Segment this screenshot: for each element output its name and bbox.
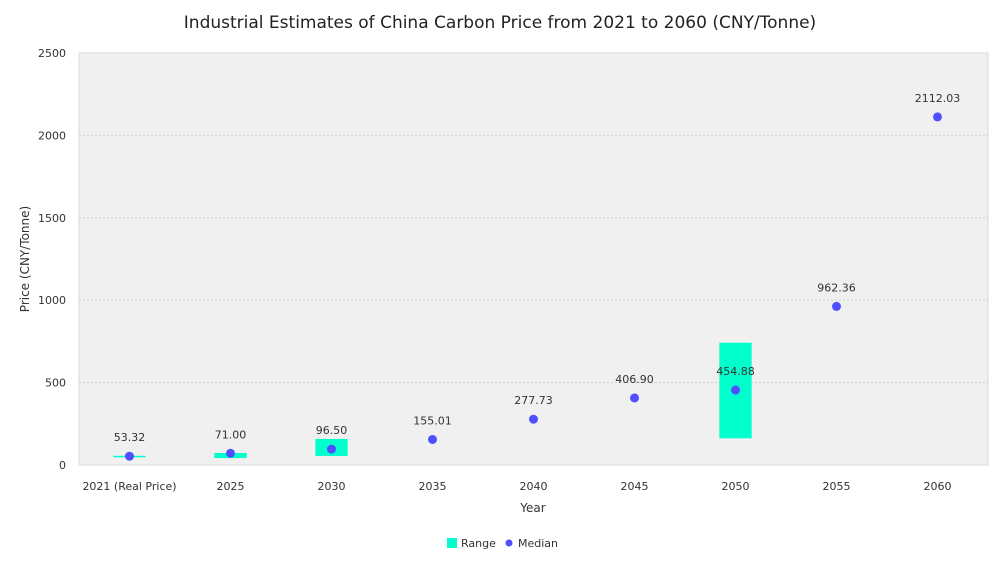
y-tick-label: 500 (45, 377, 66, 390)
x-tick-label: 2040 (520, 480, 548, 493)
median-data-label: 71.00 (215, 428, 247, 441)
x-tick-label: 2030 (318, 480, 346, 493)
legend-range-swatch (447, 538, 457, 548)
data-labels: 53.32 71.00 96.50 155.01 277.73 406.90 454.88 9… (114, 92, 961, 444)
legend: Range Median (447, 537, 558, 550)
x-tick-label: 2035 (419, 480, 447, 493)
median-data-label: 962.36 (817, 281, 856, 294)
median-data-label: 53.32 (114, 431, 146, 444)
median-point (428, 434, 437, 444)
median-data-label: 406.90 (615, 373, 654, 386)
x-tick-label: 2050 (722, 480, 750, 493)
plot-area (78, 52, 989, 466)
y-tick-label: 1000 (38, 294, 66, 307)
y-axis-ticks: 0 500 1000 1500 2000 2500 (38, 47, 66, 472)
median-point (731, 385, 740, 395)
median-point (630, 393, 639, 403)
x-axis-ticks: 2021 (Real Price) 2025 2030 2035 2040 2045 205… (82, 480, 951, 493)
legend-median-label: Median (518, 537, 558, 550)
median-data-label: 96.50 (316, 424, 348, 437)
y-tick-label: 0 (59, 459, 66, 472)
y-tick-label: 1500 (38, 212, 66, 225)
x-tick-label: 2045 (621, 480, 649, 493)
y-axis-label: Price (CNY/Tonne) (18, 206, 32, 312)
median-data-label: 2112.03 (915, 92, 961, 105)
median-data-label: 277.73 (514, 394, 553, 407)
median-point (933, 112, 942, 122)
x-axis-label: Year (519, 501, 545, 515)
median-point (832, 301, 841, 311)
median-series (125, 112, 942, 461)
median-point (125, 451, 134, 461)
median-data-label: 155.01 (413, 414, 452, 427)
x-tick-label: 2025 (217, 480, 245, 493)
median-point (226, 448, 235, 458)
median-point (327, 444, 336, 454)
y-tick-label: 2000 (38, 129, 66, 142)
chart-title: Industrial Estimates of China Carbon Pri… (184, 13, 816, 33)
legend-range-label: Range (461, 537, 496, 550)
median-data-label: 454.88 (716, 365, 755, 378)
x-tick-label: 2060 (924, 480, 952, 493)
x-tick-label: 2021 (Real Price) (82, 480, 176, 493)
median-point (529, 414, 538, 424)
y-tick-label: 2500 (38, 47, 66, 60)
gridlines (79, 134, 988, 384)
legend-median-swatch (505, 539, 513, 547)
x-tick-label: 2055 (823, 480, 851, 493)
